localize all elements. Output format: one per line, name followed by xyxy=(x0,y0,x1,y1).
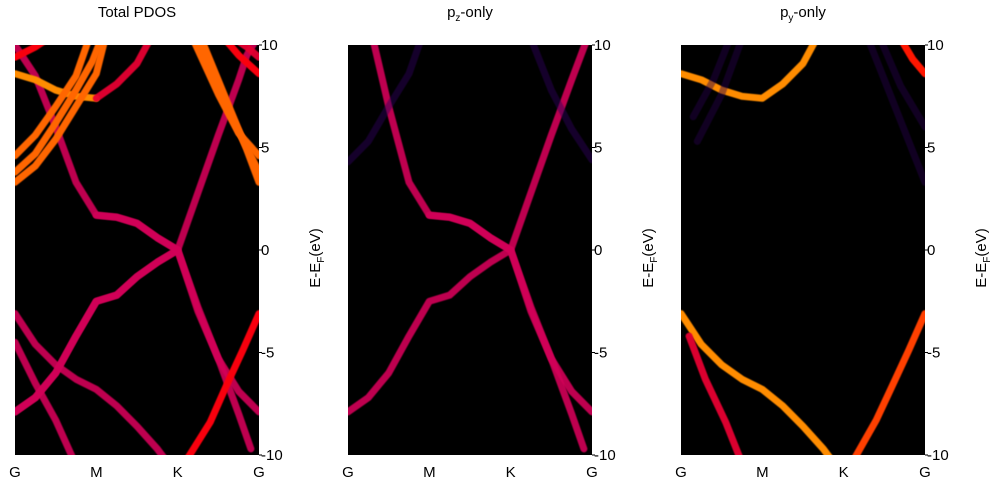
band-line xyxy=(425,211,588,453)
x-tick-label: K xyxy=(173,464,183,481)
x-tick-label: G xyxy=(919,464,931,481)
band-line xyxy=(237,45,259,61)
y-tick-label: -10 xyxy=(261,447,283,464)
y-ticks: 10 5 0 -5 -10 xyxy=(592,37,616,464)
band-line xyxy=(348,45,423,166)
y-tick-label: 5 xyxy=(927,140,935,157)
band-line xyxy=(15,45,45,61)
y-tick-label: 0 xyxy=(261,242,269,259)
y-ticks: 10 5 0 -5 -10 xyxy=(925,37,949,464)
x-tick-label: K xyxy=(506,464,516,481)
panel-title: Total PDOS xyxy=(98,4,176,21)
y-tick-label: -5 xyxy=(594,345,607,362)
band-line xyxy=(529,45,592,164)
band-line xyxy=(15,45,103,176)
panel-title: pz-only xyxy=(447,4,493,24)
x-tick-label: G xyxy=(342,464,354,481)
band-line xyxy=(15,45,108,186)
band-line xyxy=(15,45,91,160)
x-tick-label: G xyxy=(253,464,265,481)
x-tick-label: M xyxy=(423,464,436,481)
x-tick-label: K xyxy=(839,464,849,481)
plot-area xyxy=(348,45,592,455)
y-tick-label: 0 xyxy=(594,242,602,259)
x-tick-label: G xyxy=(586,464,598,481)
y-tick-label: -5 xyxy=(261,345,274,362)
x-tick-label: M xyxy=(90,464,103,481)
y-tick-label: -10 xyxy=(594,447,616,464)
band-line xyxy=(866,45,925,186)
y-tick-label: 10 xyxy=(594,37,611,54)
y-tick-label: 10 xyxy=(261,37,278,54)
y-tick-label: 0 xyxy=(927,242,935,259)
band-group xyxy=(15,45,259,455)
y-ticks: 10 5 0 -5 -10 xyxy=(259,37,283,464)
panel-title: py-only xyxy=(780,4,826,24)
band-line xyxy=(92,45,151,102)
y-tick-label: 5 xyxy=(594,140,602,157)
y-axis-label: E-EF(eV) xyxy=(307,228,327,287)
band-line xyxy=(852,310,925,455)
band-line xyxy=(185,310,259,455)
y-tick-label: -10 xyxy=(927,447,949,464)
band-group xyxy=(681,45,925,455)
panel-py-only: py-only G M K G 10 5 0 -5 -10 E-EF(eV) xyxy=(675,4,993,481)
y-axis-label: E-EF(eV) xyxy=(973,228,993,287)
y-tick-label: 10 xyxy=(927,37,944,54)
band-line xyxy=(92,211,255,453)
band-line xyxy=(685,332,743,455)
plot-area xyxy=(681,45,925,455)
y-axis-label: E-EF(eV) xyxy=(640,228,660,287)
band-line xyxy=(15,310,167,455)
band-line xyxy=(200,45,259,186)
band-line xyxy=(225,45,259,78)
panel-total-pdos: Total PDOS G M K G 10 5 0 -5 -10 E-EF(eV) xyxy=(9,4,327,481)
x-tick-label: G xyxy=(675,464,687,481)
plot-area xyxy=(15,45,259,455)
band-line xyxy=(681,45,817,102)
x-tick-label: M xyxy=(756,464,769,481)
band-line xyxy=(693,45,744,145)
band-line xyxy=(681,310,833,455)
x-tick-label: G xyxy=(9,464,21,481)
band-line xyxy=(689,45,732,121)
panel-pz-only: pz-only G M K G 10 5 0 -5 -10 E-EF(eV) xyxy=(342,4,660,481)
y-tick-label: -5 xyxy=(927,345,940,362)
y-tick-label: 5 xyxy=(261,140,269,157)
band-line xyxy=(900,45,925,78)
band-group xyxy=(348,45,592,453)
band-line xyxy=(879,45,925,131)
band-line xyxy=(15,338,76,455)
